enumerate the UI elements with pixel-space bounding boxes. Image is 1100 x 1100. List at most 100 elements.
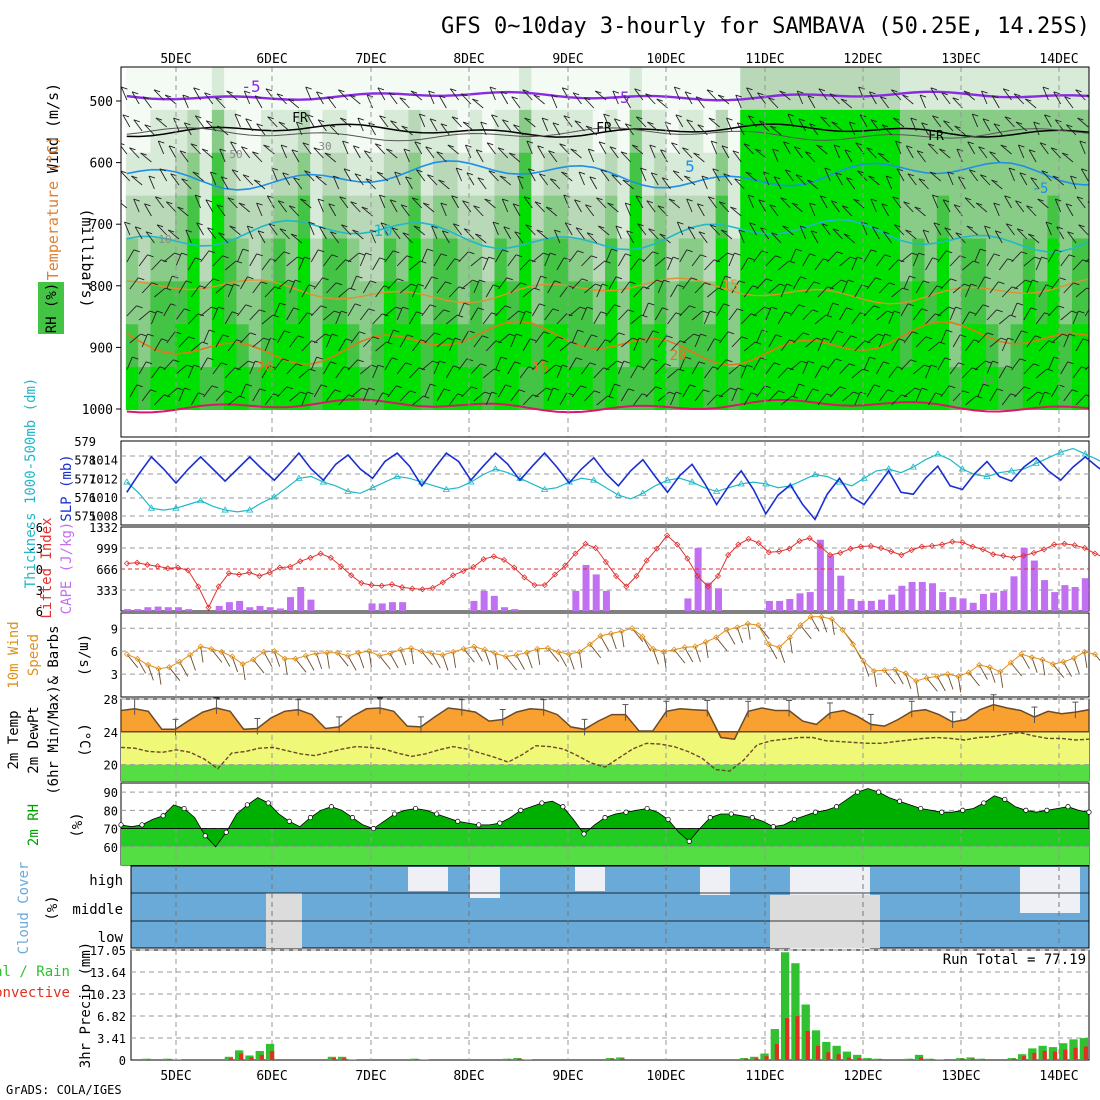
wind-barb bbox=[710, 140, 718, 155]
precip-conv-bar bbox=[846, 1057, 852, 1060]
wind-barb bbox=[826, 358, 836, 371]
precip-conv-bar bbox=[908, 1059, 913, 1060]
wind-barb-flag bbox=[382, 313, 389, 317]
wind-barb bbox=[409, 367, 420, 379]
wind-barb-flag bbox=[486, 142, 494, 146]
rh-cell bbox=[506, 67, 522, 111]
thickness-marker bbox=[737, 480, 745, 487]
wind-barb-flag bbox=[480, 121, 487, 125]
rh-cell bbox=[236, 324, 251, 369]
wind-barb-flag bbox=[432, 360, 439, 364]
rh-cell bbox=[224, 238, 239, 283]
wind-barb-flag bbox=[133, 249, 140, 253]
rh-cell bbox=[383, 281, 399, 326]
wind-barb bbox=[1023, 363, 1034, 375]
thickness-marker bbox=[909, 463, 917, 470]
wind-barb bbox=[121, 145, 128, 155]
li-marker bbox=[1000, 552, 1007, 559]
wind-barb bbox=[123, 221, 131, 236]
wind-barb bbox=[581, 362, 591, 375]
wind-barb bbox=[877, 152, 889, 163]
rh-cell bbox=[359, 324, 374, 369]
wind-barb-flag bbox=[256, 202, 263, 206]
wind-barb bbox=[477, 177, 487, 190]
li-marker bbox=[236, 571, 243, 578]
li-marker bbox=[674, 541, 681, 548]
wind-barb bbox=[1000, 144, 1012, 155]
wind-marker bbox=[197, 643, 204, 650]
wind-barb-flag bbox=[620, 151, 628, 155]
wind-barb-flag bbox=[749, 222, 756, 226]
wind-barb bbox=[694, 282, 706, 294]
wind-barb bbox=[159, 168, 168, 182]
wind-barb bbox=[789, 248, 797, 263]
wind-barb-flag bbox=[895, 140, 902, 144]
wind-barb-flag bbox=[746, 87, 753, 91]
wind-barb-flag bbox=[872, 226, 879, 230]
wind-barb bbox=[851, 368, 863, 379]
wind-barb bbox=[1038, 340, 1050, 352]
rh-cell bbox=[912, 238, 927, 283]
rh-cell bbox=[445, 67, 460, 111]
wind-barb bbox=[570, 148, 582, 159]
wind-barb-flag bbox=[345, 259, 352, 263]
wind-barb-flag bbox=[552, 308, 560, 312]
wind-barb bbox=[534, 331, 545, 344]
wind-barb bbox=[405, 176, 413, 190]
date-label-top: 12DEC bbox=[843, 52, 882, 67]
wind-barb-flag bbox=[684, 175, 691, 179]
date-label-top: 8DEC bbox=[453, 52, 484, 67]
rh-cell bbox=[297, 324, 313, 369]
wind-barb-flag bbox=[686, 119, 693, 123]
wind-barb-flag bbox=[886, 175, 893, 179]
wind-barb bbox=[522, 394, 534, 406]
rh-cell bbox=[1097, 324, 1100, 368]
date-label-bottom: 14DEC bbox=[1039, 1069, 1078, 1084]
rh-cell bbox=[322, 67, 337, 111]
slp-tick-label: 1010 bbox=[89, 491, 118, 505]
li-marker bbox=[256, 572, 263, 580]
rh-cell bbox=[297, 281, 313, 326]
date-label-bottom: 5DEC bbox=[160, 1069, 191, 1084]
li-marker bbox=[643, 557, 650, 564]
wind-barb bbox=[359, 308, 370, 321]
wind-barb-flag bbox=[603, 113, 610, 117]
wind-marker bbox=[229, 653, 236, 660]
rh-cell bbox=[445, 238, 460, 283]
wind-barb bbox=[704, 366, 714, 379]
wind-barb-flag bbox=[324, 333, 332, 337]
rh-cell bbox=[826, 195, 841, 240]
rh-cell bbox=[248, 67, 264, 111]
li-marker bbox=[827, 551, 834, 559]
wind-barb-flag bbox=[586, 232, 594, 236]
wind-barb-flag bbox=[406, 255, 413, 259]
wind-barb bbox=[224, 260, 237, 271]
rh-cell bbox=[691, 195, 706, 240]
wind-barb bbox=[769, 204, 779, 217]
rh-marker bbox=[1044, 807, 1050, 813]
wind-barb-flag bbox=[219, 148, 226, 152]
rh-cell bbox=[494, 324, 509, 369]
rh-cell bbox=[285, 195, 300, 240]
wind-barb-flag bbox=[331, 254, 338, 258]
wind-barb-flag bbox=[588, 148, 595, 152]
li-marker bbox=[1040, 546, 1048, 553]
cape-bar bbox=[174, 607, 182, 611]
li-marker bbox=[551, 571, 559, 578]
wind-barb bbox=[1066, 124, 1077, 136]
wind-barb bbox=[993, 202, 1000, 217]
wind-barb-flag bbox=[637, 365, 644, 369]
pressure-tick-label: 1000 bbox=[82, 403, 113, 418]
wind-barb-flag bbox=[427, 248, 434, 252]
wind-barb bbox=[802, 309, 813, 321]
cape-bar bbox=[470, 600, 478, 611]
precip-total-bar bbox=[811, 1030, 821, 1060]
rh-marker bbox=[202, 833, 208, 839]
rh-cell bbox=[629, 67, 644, 111]
wind-marker bbox=[681, 644, 688, 651]
wind-barb bbox=[216, 204, 226, 217]
precip-tick-label: 13.64 bbox=[90, 966, 126, 980]
thickness-tick-label: 578 bbox=[74, 454, 96, 468]
wind-barb bbox=[915, 336, 927, 348]
